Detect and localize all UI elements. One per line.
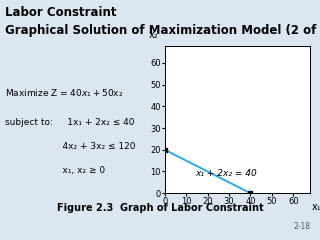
Text: Graphical Solution of Maximization Model (2 of 12): Graphical Solution of Maximization Model…	[5, 24, 320, 37]
Text: Figure 2.3  Graph of Labor Constraint: Figure 2.3 Graph of Labor Constraint	[57, 203, 263, 213]
Text: subject to:     1x₁ + 2x₂ ≤ 40: subject to: 1x₁ + 2x₂ ≤ 40	[5, 118, 134, 126]
Y-axis label: x₂: x₂	[148, 30, 158, 40]
Text: 4x₂ + 3x₂ ≤ 120: 4x₂ + 3x₂ ≤ 120	[5, 142, 135, 151]
Text: x₁, x₂ ≥ 0: x₁, x₂ ≥ 0	[5, 166, 105, 175]
Text: x₁ + 2x₂ = 40: x₁ + 2x₂ = 40	[195, 169, 257, 178]
Text: Labor Constraint: Labor Constraint	[5, 6, 116, 19]
X-axis label: x₁: x₁	[311, 202, 320, 212]
Text: 2-18: 2-18	[293, 222, 310, 231]
Text: Maximize Z = $40x₁ + $50x₂: Maximize Z = $40x₁ + $50x₂	[5, 87, 123, 98]
